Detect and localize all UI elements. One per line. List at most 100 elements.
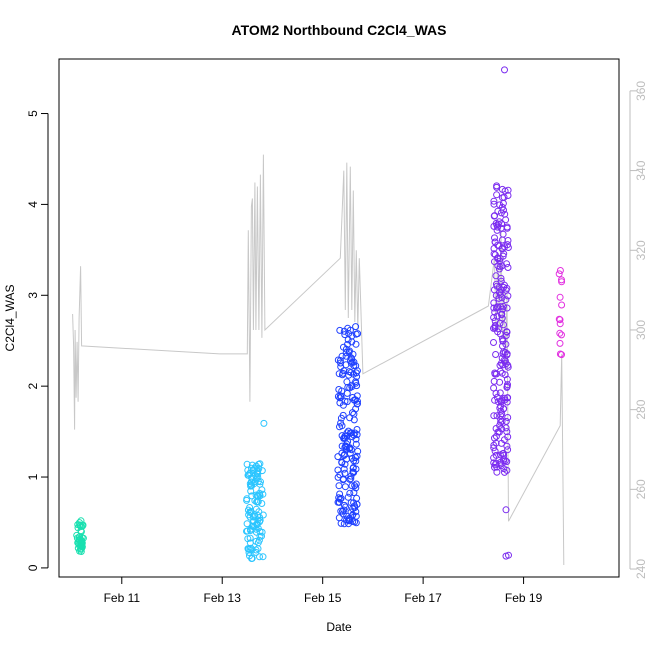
altitude-line [72, 154, 565, 566]
data-point [502, 296, 510, 304]
data-point [556, 339, 564, 347]
data-point [504, 381, 511, 389]
data-point [496, 361, 504, 369]
data-point [498, 220, 506, 228]
data-point [346, 444, 354, 452]
data-point [342, 349, 350, 357]
data-point [490, 339, 497, 346]
data-point [499, 252, 507, 260]
x-axis: Feb 11 Feb 13 Feb 15 Feb 17 Feb 19 [104, 576, 543, 605]
data-point [334, 453, 342, 461]
data-point [349, 409, 356, 417]
data-point [498, 236, 506, 244]
data-point [337, 359, 345, 367]
data-point [490, 314, 498, 321]
data-point [252, 546, 260, 554]
x-tick-label: Feb 19 [505, 591, 543, 605]
data-point [252, 505, 260, 513]
data-point [352, 340, 360, 348]
data-point [492, 451, 500, 459]
series-5 [555, 267, 566, 359]
data-point [490, 197, 498, 205]
data-point [490, 250, 498, 258]
data-point [341, 443, 349, 451]
data-point [500, 281, 508, 289]
data-point [352, 323, 360, 331]
data-point [499, 305, 507, 313]
data-point [352, 396, 359, 404]
data-point [243, 495, 251, 503]
data-point [502, 506, 510, 514]
data-point [347, 475, 355, 483]
data-point [342, 345, 350, 353]
data-point [500, 457, 507, 465]
data-point [256, 532, 264, 540]
x-tick-label: Feb 13 [204, 591, 242, 605]
data-point [259, 490, 267, 498]
data-point [493, 182, 501, 190]
data-point [349, 511, 357, 519]
right-tick-label: 300 [634, 320, 648, 340]
data-point [336, 326, 344, 334]
data-point [502, 417, 510, 425]
data-point [345, 371, 353, 379]
data-point [494, 255, 502, 263]
data-point [249, 513, 257, 521]
data-point [352, 369, 360, 377]
data-point [346, 489, 354, 497]
data-point [348, 482, 356, 490]
right-tick-label: 360 [634, 81, 648, 101]
data-point [504, 394, 512, 402]
data-point [335, 482, 343, 490]
data-point [503, 328, 511, 336]
data-point [504, 192, 512, 199]
data-point [499, 361, 507, 369]
right-tick-label: 260 [634, 479, 648, 499]
right-tick-label: 240 [634, 559, 648, 579]
series-1 [73, 517, 87, 555]
data-point [490, 459, 498, 467]
data-point [352, 480, 360, 488]
data-point [504, 433, 512, 441]
data-point [255, 536, 263, 544]
data-point [492, 351, 500, 358]
data-point [247, 464, 255, 472]
y-tick-label: 3 [26, 292, 40, 299]
data-point [504, 292, 512, 300]
data-point [556, 267, 564, 274]
data-point [491, 212, 499, 220]
data-point [558, 331, 565, 339]
right-y-axis: 240 260 280 300 320 340 360 [629, 81, 648, 579]
data-point [334, 466, 342, 474]
data-point [500, 452, 508, 459]
data-point [503, 442, 511, 450]
data-point [338, 352, 346, 360]
data-point [493, 412, 501, 420]
right-tick-label: 280 [634, 399, 648, 419]
data-point [556, 293, 564, 301]
data-point [492, 439, 500, 447]
series-3 [334, 323, 362, 528]
data-point [490, 324, 497, 332]
data-point [504, 237, 512, 244]
data-point [490, 299, 498, 307]
data-point [344, 493, 352, 501]
data-point [495, 294, 503, 302]
data-point [498, 354, 506, 362]
y-axis-label: C2Cl4_WAS [3, 285, 17, 352]
data-point [502, 424, 510, 432]
data-point [352, 440, 360, 448]
data-point [352, 512, 360, 520]
data-point [350, 416, 358, 424]
data-point [558, 351, 565, 359]
data-point [344, 383, 352, 391]
y-tick-label: 5 [26, 110, 40, 117]
data-point [337, 392, 344, 400]
data-point [352, 435, 360, 443]
y-tick-label: 4 [26, 201, 40, 208]
data-point [502, 340, 510, 348]
data-point [555, 270, 563, 278]
right-tick-label: 320 [634, 240, 648, 260]
data-point [256, 491, 264, 499]
data-point [338, 459, 346, 467]
